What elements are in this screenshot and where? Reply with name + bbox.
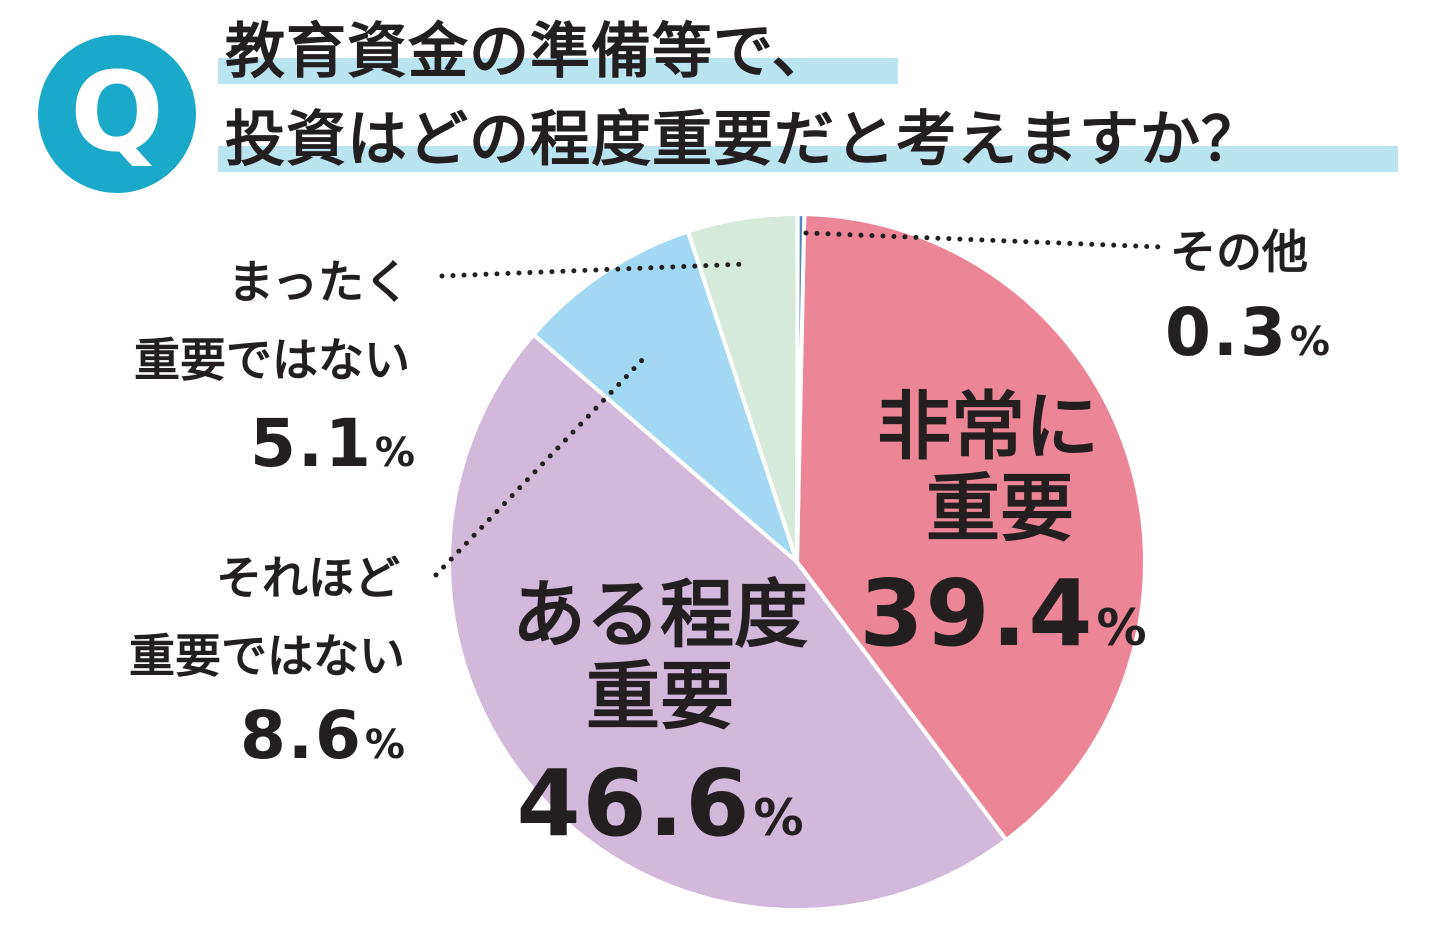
question-title-line-2: 投資はどの程度重要だと考えますか？ [225,105,1262,175]
title-highlight-2 [218,146,1398,172]
leader-not-very-important [433,351,651,578]
label-other-line-1: その他 [1170,225,1308,279]
value-very-important: 39.4% [859,560,1146,667]
pie-slice-other [795,212,807,564]
question-badge-letter: Q [70,48,164,176]
value-other: 0.3% [1165,294,1330,371]
label-not-at-all-important-line-1: まったく [228,255,410,309]
leader-lines [433,230,1163,578]
label-not-at-all-important-line-2: 重要ではない [134,333,410,387]
pie-slices [446,212,1148,912]
question-badge: Q [38,35,196,193]
pie-slice-not-very-important [531,229,799,564]
question-header: Q 教育資金の準備等で、 投資はどの程度重要だと考えますか？ [0,0,1440,193]
label-somewhat-important-line-2: 重要 [586,654,734,740]
value-somewhat-important: 46.6% [516,750,803,857]
label-not-very-important-line-2: 重要ではない [129,629,405,683]
slice-labels: 非常に重要39.4%ある程度重要46.6%それほど重要ではない8.6%まったく重… [129,225,1330,857]
label-not-very-important-line-1: それほど [216,551,400,605]
question-title-line-1: 教育資金の準備等で、 [225,17,833,87]
title-highlight-1 [218,58,898,84]
pie-slice-somewhat-important [446,332,1009,912]
value-not-very-important: 8.6% [240,697,405,774]
label-very-important-line-2: 重要 [926,466,1074,552]
value-not-at-all-important: 5.1% [250,405,415,482]
leader-other [803,230,1163,250]
label-very-important-line-1: 非常に [877,384,1099,470]
pie-slice-very-important [795,212,1148,843]
label-somewhat-important-line-1: ある程度 [512,572,808,658]
leader-not-at-all-important [439,261,751,279]
